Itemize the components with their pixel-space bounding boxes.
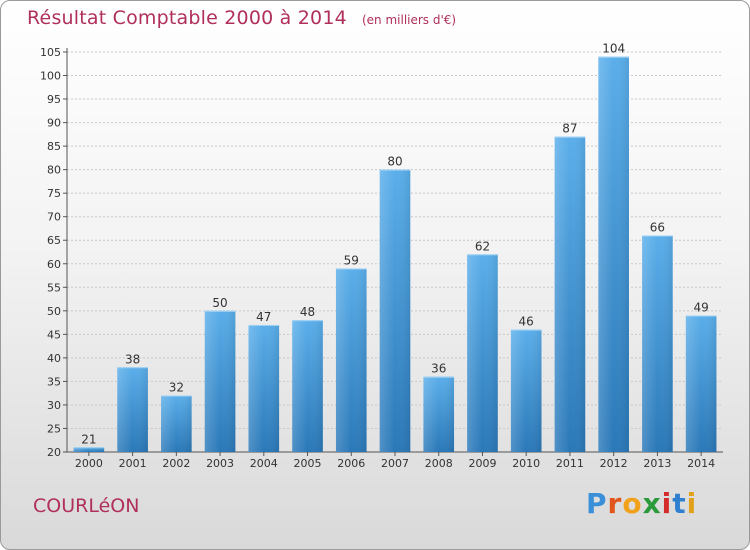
- bar-shine: [204, 310, 236, 452]
- bar-shine: [467, 254, 498, 452]
- y-tick-label: 70: [47, 211, 61, 224]
- chart-title: Résultat Comptable 2000 à 2014: [27, 7, 347, 29]
- data-label: 66: [650, 221, 665, 235]
- chart-unit: (en milliers d'€): [361, 13, 457, 27]
- bar-shine: [292, 320, 323, 452]
- x-tick-label: 2001: [119, 457, 147, 470]
- x-tick-label: 2006: [337, 457, 365, 470]
- y-tick-label: 90: [47, 117, 61, 130]
- x-tick-label: 2003: [206, 457, 234, 470]
- brand-letter: i: [661, 487, 673, 520]
- brand-letter: o: [622, 487, 643, 520]
- y-tick-label: 40: [47, 352, 61, 365]
- x-tick-label: 2013: [643, 457, 671, 470]
- data-label: 62: [475, 239, 490, 253]
- y-tick-label: 75: [47, 187, 61, 200]
- brand-letter: i: [686, 487, 698, 520]
- bar-shine: [379, 169, 411, 452]
- y-tick-label: 80: [47, 164, 61, 177]
- x-tick-label: 2014: [687, 457, 715, 470]
- y-tick-label: 85: [47, 140, 61, 153]
- x-tick-label: 2002: [162, 457, 190, 470]
- bar-shine: [685, 315, 717, 452]
- y-tick-label: 50: [47, 305, 61, 318]
- y-tick-label: 45: [47, 328, 61, 341]
- data-label: 46: [519, 315, 534, 329]
- x-tick-label: 2009: [468, 457, 496, 470]
- data-label: 21: [81, 432, 96, 446]
- data-label: 48: [300, 305, 315, 319]
- commune-name: COURLéON: [33, 495, 140, 517]
- data-label: 47: [256, 310, 271, 324]
- title-block: Résultat Comptable 2000 à 2014 (en milli…: [27, 7, 456, 29]
- data-labels: 21 38 32 50 47 48 59 80 36 62 46 87 104 66 49: [81, 42, 709, 447]
- data-label: 59: [344, 253, 359, 267]
- brand-letter: r: [607, 487, 623, 520]
- data-label: 104: [602, 42, 625, 56]
- bar-shine: [161, 395, 192, 452]
- x-tick-label: 2007: [381, 457, 409, 470]
- bar-shine: [598, 56, 629, 453]
- y-tick-label: 20: [47, 446, 61, 459]
- x-tick-label: 2005: [294, 457, 322, 470]
- data-label: 32: [169, 381, 184, 395]
- y-tick-label: 105: [40, 46, 61, 59]
- bars: [73, 56, 717, 453]
- bar-shine: [423, 376, 455, 452]
- x-tick-label: 2011: [556, 457, 584, 470]
- brand-letter: x: [642, 487, 662, 520]
- brand-letter: P: [586, 487, 608, 520]
- bar-shine: [248, 324, 280, 452]
- y-tick-label: 100: [40, 70, 61, 83]
- bar-shine: [510, 329, 542, 452]
- brand-logo: Proxiti: [586, 487, 697, 520]
- y-tick-label: 35: [47, 375, 61, 388]
- x-tick-label: 2008: [425, 457, 453, 470]
- bar-shine: [117, 367, 148, 452]
- data-label: 38: [125, 352, 140, 366]
- y-tick-label: 60: [47, 258, 61, 271]
- bar-shine: [335, 268, 367, 452]
- bar-shine: [642, 235, 673, 452]
- data-label: 87: [562, 122, 577, 136]
- data-label: 49: [693, 301, 708, 315]
- x-tick-label: 2010: [512, 457, 540, 470]
- x-tick-label: 2000: [75, 457, 103, 470]
- data-label: 80: [387, 155, 402, 169]
- data-label: 50: [212, 296, 227, 310]
- x-tick-label: 2012: [600, 457, 628, 470]
- y-tick-label: 30: [47, 399, 61, 412]
- brand-letter: t: [672, 487, 687, 520]
- y-tick-label: 25: [47, 422, 61, 435]
- bar-shine: [554, 136, 586, 453]
- y-tick-label: 95: [47, 93, 61, 106]
- y-tick-label: 65: [47, 234, 61, 247]
- bar-shine: [73, 447, 105, 452]
- y-tick-label: 55: [47, 281, 61, 294]
- data-label: 36: [431, 362, 446, 376]
- x-tick-label: 2004: [250, 457, 278, 470]
